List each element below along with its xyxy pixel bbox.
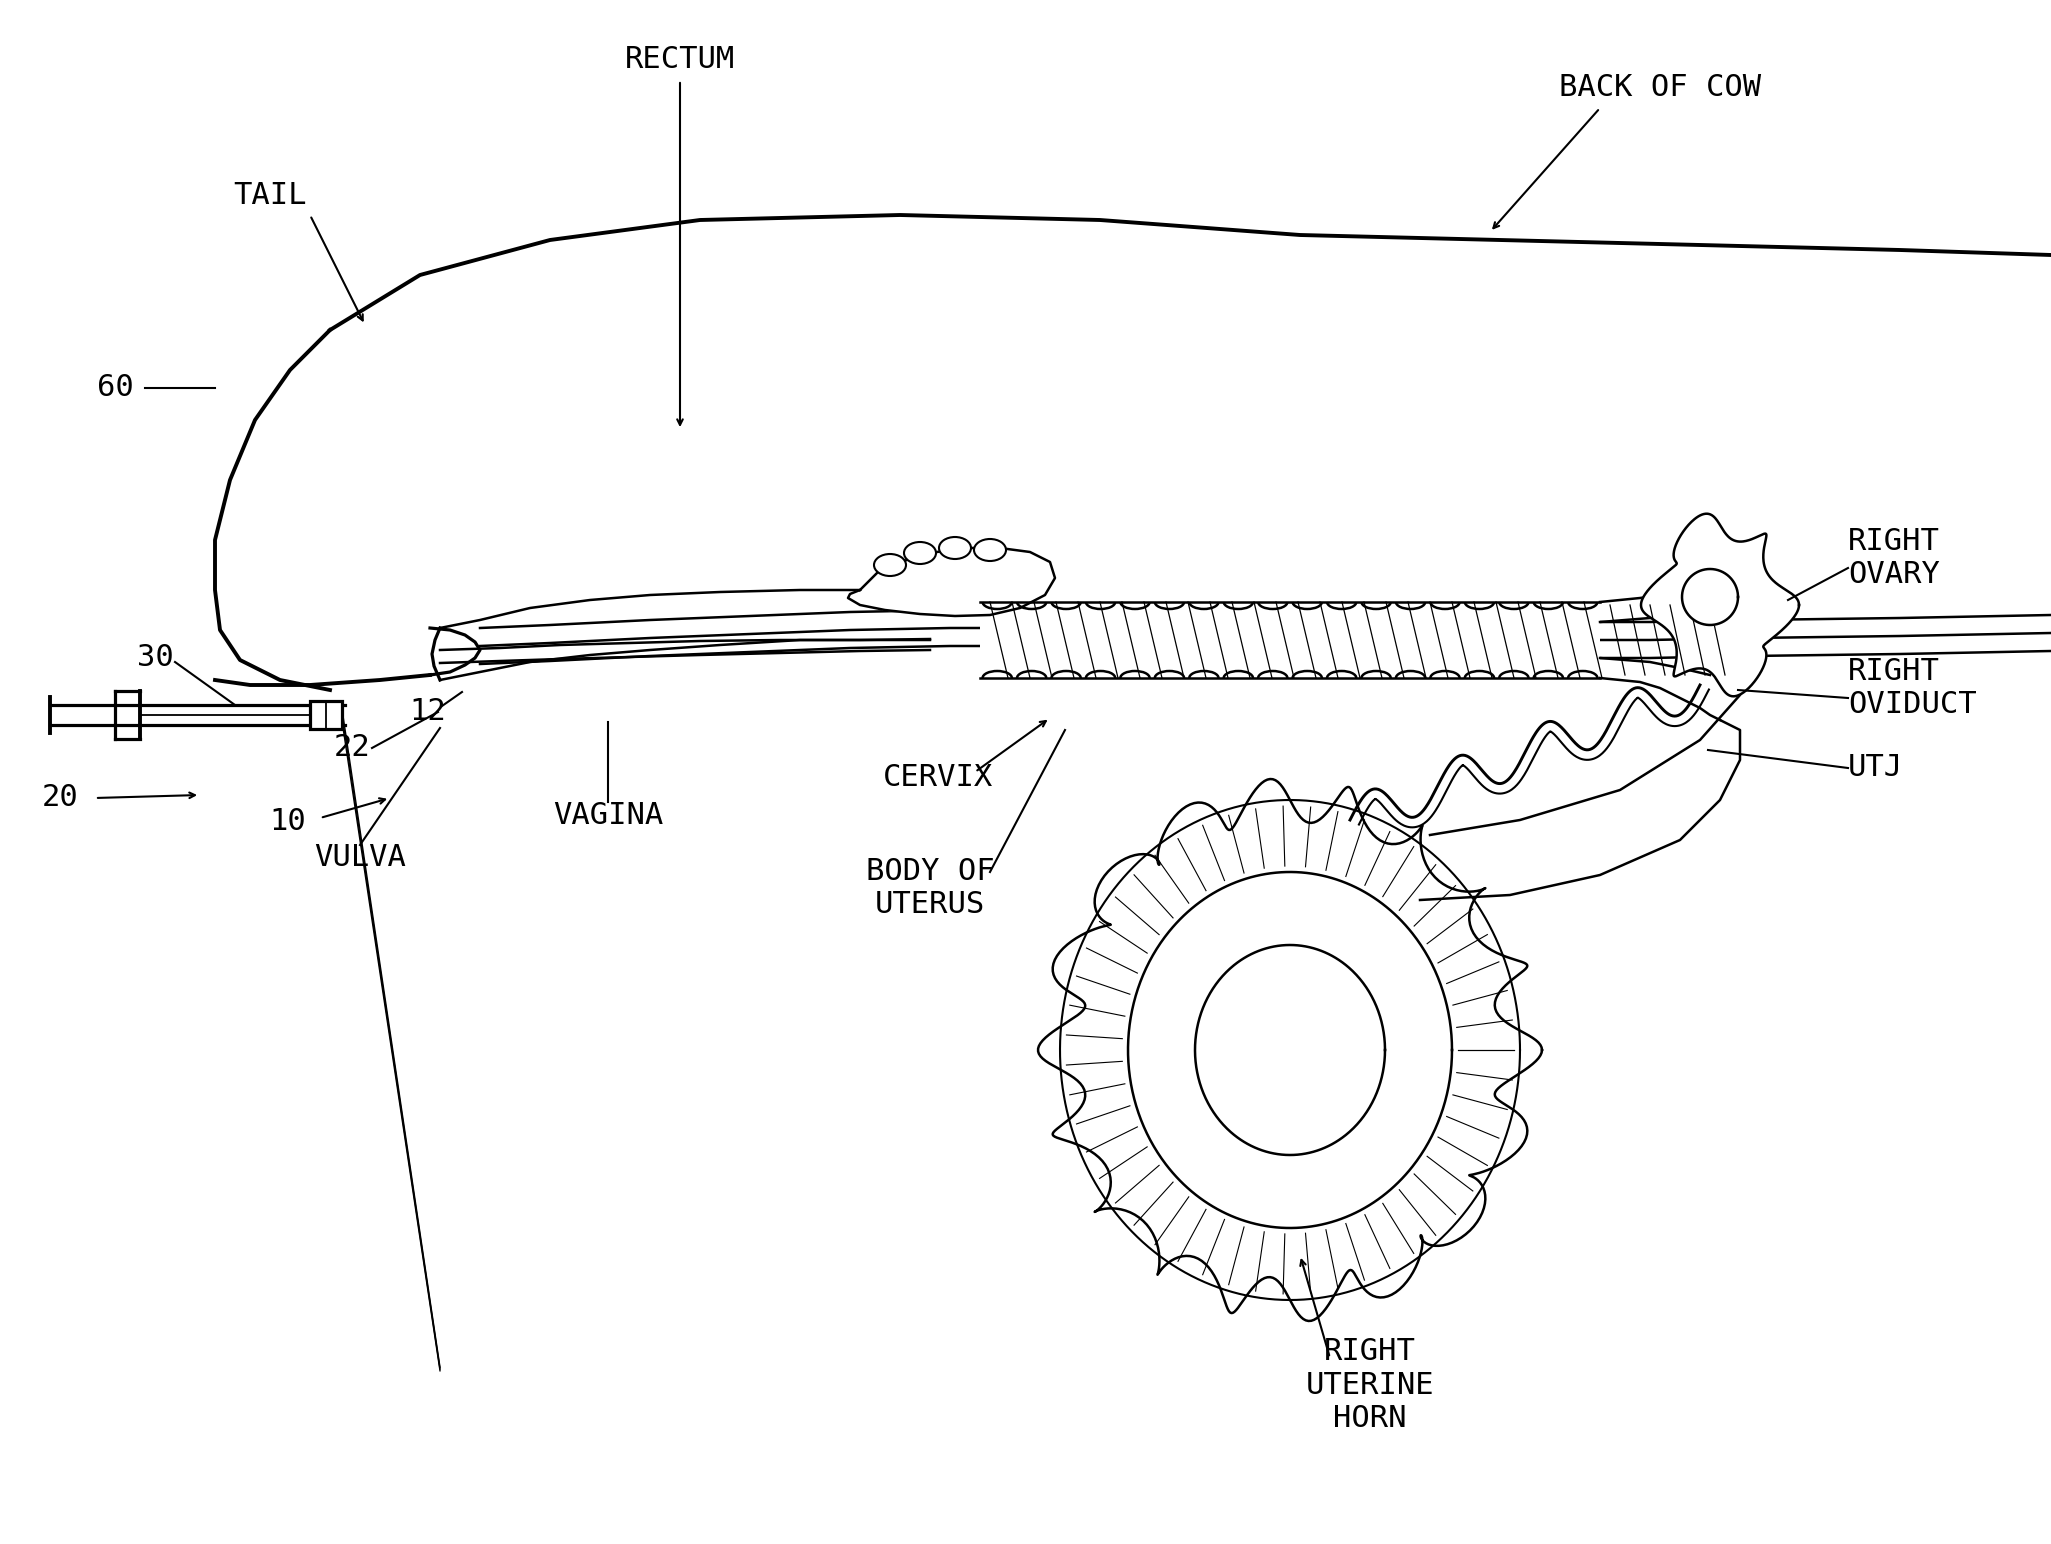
Ellipse shape xyxy=(974,539,1005,560)
Text: BODY OF
UTERUS: BODY OF UTERUS xyxy=(866,857,995,919)
Polygon shape xyxy=(1682,570,1737,625)
Text: UTJ: UTJ xyxy=(1848,753,1903,783)
Text: RECTUM: RECTUM xyxy=(626,45,734,74)
Bar xyxy=(980,602,1600,678)
Text: TAIL: TAIL xyxy=(234,181,308,210)
Text: 60: 60 xyxy=(96,374,133,403)
Text: RIGHT
UTERINE
HORN: RIGHT UTERINE HORN xyxy=(1306,1337,1434,1433)
Polygon shape xyxy=(1641,514,1799,696)
Text: VULVA: VULVA xyxy=(314,843,406,872)
Text: 20: 20 xyxy=(41,783,78,812)
Text: RIGHT
OVIDUCT: RIGHT OVIDUCT xyxy=(1848,656,1977,720)
Polygon shape xyxy=(1196,945,1384,1155)
Polygon shape xyxy=(847,548,1054,616)
Ellipse shape xyxy=(874,554,907,576)
Text: VAGINA: VAGINA xyxy=(554,800,662,829)
Text: 12: 12 xyxy=(410,698,447,727)
Polygon shape xyxy=(1038,780,1542,1322)
Ellipse shape xyxy=(904,542,935,564)
Text: BACK OF COW: BACK OF COW xyxy=(1559,74,1762,102)
Text: 22: 22 xyxy=(334,733,371,763)
Text: 10: 10 xyxy=(269,808,306,837)
Ellipse shape xyxy=(939,537,970,559)
Bar xyxy=(310,701,343,729)
Text: RIGHT
OVARY: RIGHT OVARY xyxy=(1848,527,1940,590)
Text: 30: 30 xyxy=(137,644,174,673)
Text: CERVIX: CERVIX xyxy=(882,763,993,792)
